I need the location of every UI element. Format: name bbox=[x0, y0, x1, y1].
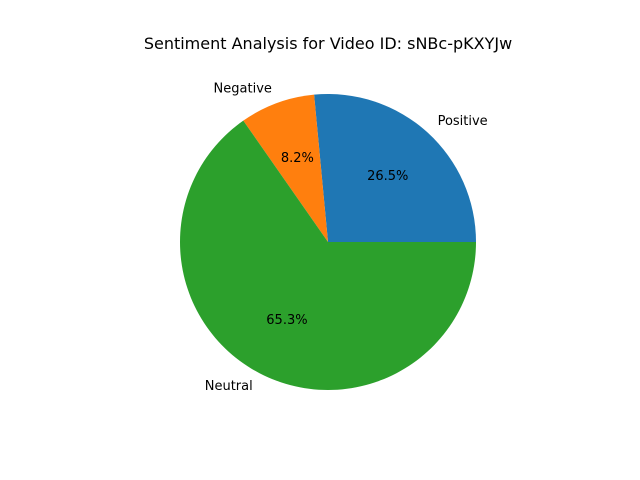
slice-percent-negative: 8.2% bbox=[281, 151, 314, 166]
pie-slice-neutral bbox=[180, 120, 476, 390]
pie-slices bbox=[180, 94, 476, 390]
slice-label-neutral: Neutral bbox=[205, 379, 253, 394]
slice-percent-neutral: 65.3% bbox=[266, 313, 307, 328]
pie-slice-negative bbox=[243, 94, 328, 242]
slice-label-negative: Negative bbox=[214, 82, 272, 97]
pie-slice-positive bbox=[314, 94, 476, 243]
slice-label-positive: Positive bbox=[438, 114, 488, 129]
slice-percent-positive: 26.5% bbox=[367, 169, 408, 184]
pie-labels: Positive 26.5% Negative 8.2% Neutral 65.3% bbox=[205, 82, 488, 394]
chart-title: Sentiment Analysis for Video ID: sNBc-pK… bbox=[144, 34, 512, 53]
